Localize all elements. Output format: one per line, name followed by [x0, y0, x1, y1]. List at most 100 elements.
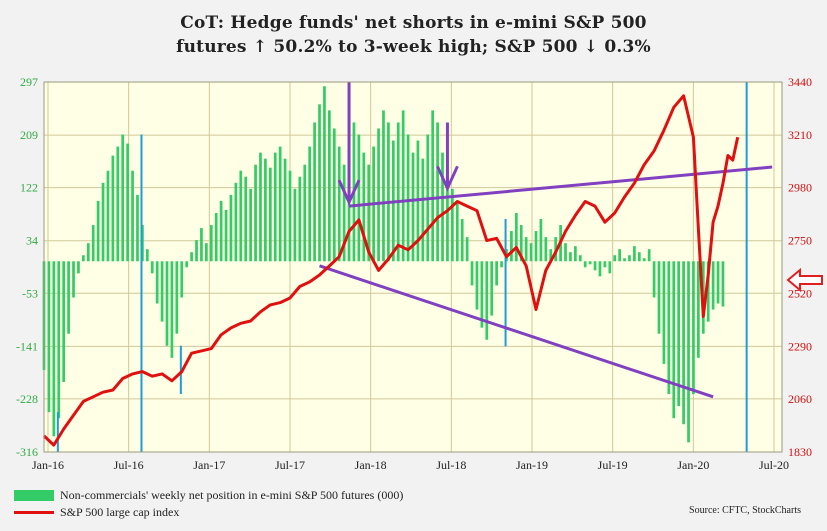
bar-mark — [224, 209, 228, 262]
bar-mark — [500, 261, 503, 268]
bar-mark — [564, 243, 567, 262]
bar-mark — [510, 231, 513, 262]
bar-mark — [465, 237, 469, 262]
bar-mark — [264, 158, 267, 262]
y-left-tick-label: -316 — [16, 445, 38, 459]
bar-mark — [455, 200, 459, 262]
bar-mark — [185, 261, 189, 268]
bar-mark — [249, 188, 252, 262]
bar-mark — [288, 170, 292, 262]
bar-mark — [62, 261, 66, 382]
trend-line — [348, 165, 773, 208]
bar-mark — [387, 122, 390, 262]
bar-mark — [711, 261, 715, 310]
bar-mark — [697, 261, 700, 358]
bar-mark — [209, 225, 213, 262]
bar-mark — [578, 255, 582, 262]
y-left-tick-label: 122 — [20, 181, 38, 195]
x-tick-label: Jan-16 — [32, 458, 64, 472]
bar-mark — [357, 134, 361, 262]
bar-mark — [362, 152, 366, 262]
y-right-tick-label: 2750 — [788, 234, 812, 248]
bar-mark — [303, 164, 307, 262]
plot-border — [43, 81, 783, 453]
y-right-tick-label: 1830 — [788, 445, 812, 459]
bar-mark — [190, 252, 193, 262]
bar-mark — [608, 261, 612, 274]
x-tick-label: Jul-19 — [598, 458, 628, 472]
bar-mark — [254, 164, 257, 262]
y-right-tick-label: 2520 — [788, 286, 812, 300]
bar-mark — [195, 240, 198, 262]
bar-mark — [687, 261, 690, 443]
legend-line-label: S&P 500 large cap index — [60, 505, 180, 519]
bar-mark — [667, 261, 671, 395]
x-tick-label: Jan-18 — [355, 458, 387, 472]
bar-mark — [588, 261, 592, 265]
bar-mark — [647, 249, 651, 262]
x-tick-label: Jan-19 — [516, 458, 548, 472]
bar-mark — [524, 237, 528, 262]
bar-mark — [421, 158, 425, 262]
bar-mark — [514, 212, 518, 262]
bar-mark — [72, 261, 75, 298]
bar-mark — [642, 258, 646, 262]
y-left-tick-label: -228 — [16, 392, 38, 406]
bar-mark — [268, 167, 272, 262]
y-left-tick-label: -141 — [16, 339, 38, 353]
bar-mark — [308, 146, 312, 262]
bar-mark — [485, 261, 489, 340]
y-left-tick-label: 297 — [20, 75, 38, 89]
y-left-tick-label: 209 — [20, 128, 38, 142]
y-left-tick-label: 34 — [26, 234, 38, 248]
arrow-head — [436, 165, 459, 192]
bar-mark — [318, 104, 321, 262]
bar-mark — [682, 261, 685, 425]
bar-mark — [150, 261, 154, 274]
bar-mark — [716, 261, 720, 304]
bar-mark — [721, 261, 725, 307]
bar-mark — [328, 110, 331, 262]
y-right-tick-label: 2980 — [788, 181, 812, 195]
bar-mark — [480, 261, 484, 328]
bar-mark — [91, 225, 95, 262]
bar-mark — [77, 261, 80, 274]
bar-mark — [441, 152, 444, 262]
bar-mark — [618, 249, 621, 262]
bar-mark — [534, 231, 538, 262]
bar-mark — [396, 122, 400, 262]
y-right-tick-label: 3440 — [788, 75, 812, 89]
bar-mark — [136, 194, 139, 262]
bar-mark — [145, 249, 149, 262]
bar-mark — [539, 219, 543, 262]
bar-mark — [431, 110, 435, 262]
bar-mark — [106, 170, 110, 262]
chart-source: Source: CFTC, StockCharts — [689, 505, 801, 516]
bar-mark — [332, 128, 336, 262]
bar-mark — [121, 134, 125, 262]
legend-line-entry: S&P 500 large cap index — [14, 505, 179, 520]
legend-line-swatch — [14, 511, 54, 514]
bar-mark — [101, 182, 105, 262]
bar-mark — [529, 243, 533, 262]
bar-mark — [574, 246, 577, 262]
bar-mark — [569, 252, 572, 262]
bar-mark — [57, 261, 61, 419]
bar-mark — [214, 212, 218, 262]
bar-mark — [175, 261, 179, 334]
bar-mark — [475, 261, 479, 310]
bar-mark — [593, 261, 597, 271]
bar-mark — [52, 261, 56, 437]
bar-mark — [657, 261, 661, 334]
bar-mark — [519, 225, 523, 262]
legend-bar-label: Non-commercials' weekly net position in … — [60, 488, 404, 502]
bar-mark — [692, 261, 695, 395]
bar-mark — [637, 252, 641, 262]
bar-mark — [259, 152, 262, 262]
bar-mark — [293, 188, 297, 262]
bar-mark — [160, 261, 164, 322]
legend-bar-entry: Non-commercials' weekly net position in … — [14, 488, 403, 503]
bar-mark — [460, 219, 464, 262]
bar-mark — [623, 258, 626, 262]
